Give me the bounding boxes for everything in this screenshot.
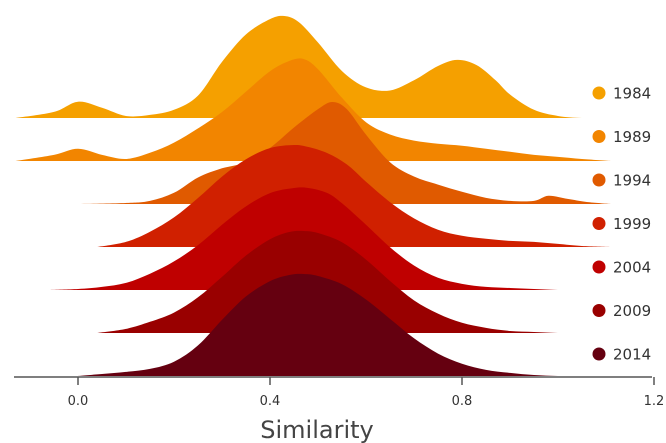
legend-label-1984: 1984 xyxy=(613,85,651,103)
legend-marker-1984 xyxy=(592,86,606,100)
ridges-group xyxy=(15,15,611,376)
legend-label-2009: 2009 xyxy=(613,302,651,320)
legend-label-1994: 1994 xyxy=(613,172,651,190)
legend-label-2004: 2004 xyxy=(613,259,651,277)
x-axis-title: Similarity xyxy=(260,416,373,443)
legend: 1984 1989 1994 1999 2004 2009 2014 xyxy=(592,85,651,364)
ridge-2014 xyxy=(78,273,582,376)
legend-marker-2004 xyxy=(592,260,606,274)
legend-label-1989: 1989 xyxy=(613,128,651,146)
legend-marker-2009 xyxy=(592,304,606,317)
ridge-1999 xyxy=(97,144,611,247)
legend-marker-2014 xyxy=(592,347,606,361)
legend-marker-1994 xyxy=(592,173,606,187)
x-tick-label: 0.8 xyxy=(452,394,473,409)
x-tick-label: 0.4 xyxy=(260,394,281,409)
legend-label-2014: 2014 xyxy=(613,346,651,364)
x-tick-label: 0.0 xyxy=(68,394,89,409)
x-axis: 0.0 0.4 0.8 1.2 xyxy=(14,376,665,409)
x-tick-label: 1.2 xyxy=(644,394,665,409)
ridge-2009 xyxy=(97,230,587,333)
legend-marker-1999 xyxy=(592,217,606,230)
ridge-1989 xyxy=(15,58,611,161)
legend-label-1999: 1999 xyxy=(613,215,651,233)
legend-marker-1989 xyxy=(592,130,606,143)
